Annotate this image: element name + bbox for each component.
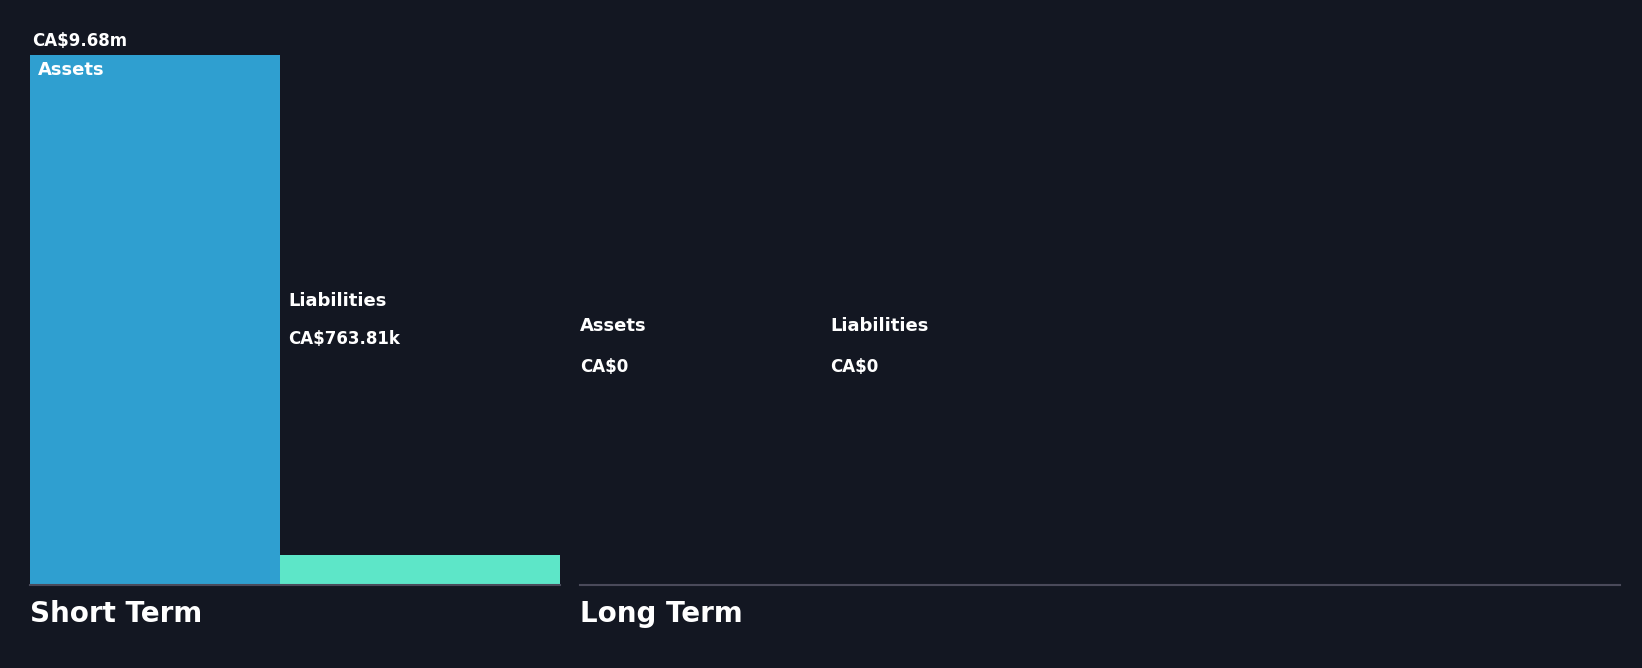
Text: Liabilities: Liabilities [287,292,386,310]
Text: CA$0: CA$0 [829,358,878,376]
Bar [281,555,560,585]
Text: Short Term: Short Term [30,600,202,628]
Text: Long Term: Long Term [580,600,742,628]
Text: Liabilities: Liabilities [829,317,928,335]
Bar [30,55,281,585]
Text: Assets: Assets [580,317,647,335]
Text: Assets: Assets [38,61,105,79]
Text: CA$9.68m: CA$9.68m [31,32,126,50]
Text: CA$763.81k: CA$763.81k [287,330,401,348]
Text: CA$0: CA$0 [580,358,629,376]
